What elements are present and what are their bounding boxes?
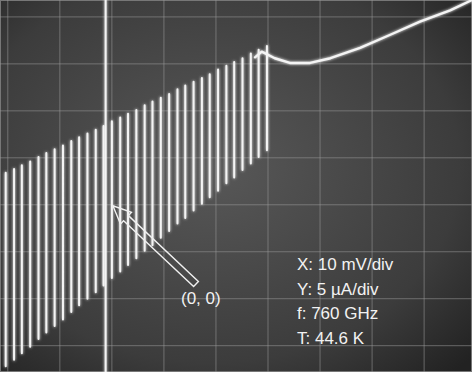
grid-line [0, 63, 472, 64]
scope-setting: f: 760 GHz [297, 304, 378, 323]
grid-line [0, 345, 472, 346]
traces [6, 0, 472, 372]
screen [0, 0, 472, 372]
annotation-arrow [113, 206, 198, 287]
scope-setting: Y: 5 µA/div [297, 280, 379, 299]
grid-line [7, 0, 8, 372]
annotation: (0, 0) [181, 289, 221, 308]
scope-setting: X: 10 mV/div [297, 255, 394, 274]
plot-frame [1, 1, 472, 372]
trace [105, 0, 107, 372]
grid [0, 0, 472, 372]
grid-line [215, 0, 216, 372]
grid-line [59, 0, 60, 372]
trace [6, 46, 267, 366]
scope-setting: T: 44.6 K [297, 329, 365, 348]
grid-line [0, 110, 472, 111]
trace [255, 0, 472, 63]
grid-line [424, 0, 425, 372]
annotations: (0, 0) X: 10 mV/div Y: 5 µA/div f: 760 GHz T… [113, 206, 394, 348]
grid-line [163, 0, 164, 372]
grid-line [0, 16, 472, 17]
chart: (0, 0) X: 10 mV/div Y: 5 µA/div f: 760 GHz T… [0, 0, 472, 372]
